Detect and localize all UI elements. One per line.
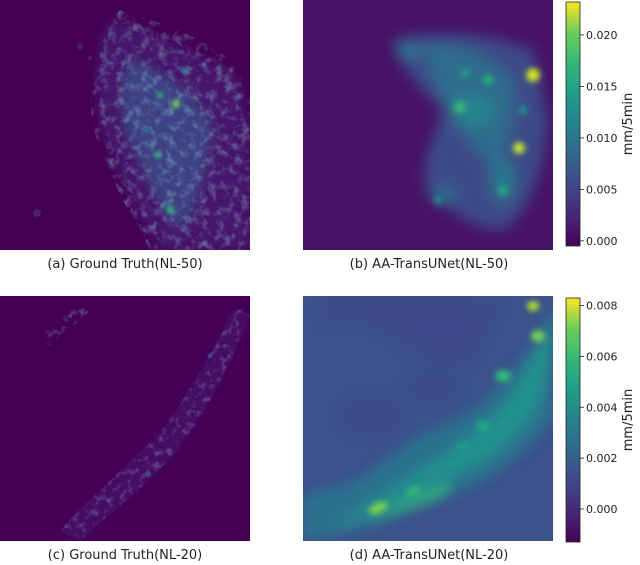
- colorbar-b-label: mm/5min: [621, 93, 636, 156]
- colorbar-b: 0.000 0.005 0.010 0.015 0.020 mm/5min: [565, 1, 636, 248]
- colorbar-b-gradient: [565, 1, 581, 247]
- colorbar-b-tick-label: 0.005: [586, 183, 618, 196]
- colorbar-d-tick-label: 0.004: [586, 401, 618, 414]
- panel-d-aa-transunet-nl20: [303, 296, 553, 541]
- heatmap-d: [303, 296, 553, 541]
- colorbar-d-tick-label: 0.006: [586, 350, 618, 363]
- colorbar-b-tick-label: 0.010: [586, 132, 618, 145]
- panel-b-aa-transunet-nl50: [303, 0, 553, 250]
- heatmap-b: [303, 0, 553, 250]
- caption-d: (d) AA-TransUNet(NL-20): [349, 548, 509, 563]
- colorbar-d-gradient: [565, 297, 581, 543]
- panel-a-ground-truth-nl50: [0, 0, 250, 250]
- caption-b: (b) AA-TransUNet(NL-50): [349, 257, 509, 272]
- panel-c-ground-truth-nl20: [0, 296, 250, 541]
- colorbar-d-label: mm/5min: [621, 389, 636, 452]
- colorbar-d: 0.000 0.002 0.004 0.006 0.008 mm/5min: [565, 297, 636, 543]
- caption-c: (c) Ground Truth(NL-20): [47, 548, 203, 563]
- colorbar-d-tick-label: 0.008: [586, 300, 618, 313]
- colorbar-b-tick-label: 0.000: [586, 235, 618, 248]
- colorbar-b-tick-label: 0.015: [586, 80, 618, 93]
- colorbar-d-tick-label: 0.000: [586, 503, 618, 516]
- heatmap-a: [0, 0, 250, 250]
- colorbar-d-tick-label: 0.002: [586, 452, 618, 465]
- heatmap-c: [0, 296, 250, 541]
- caption-a: (a) Ground Truth(NL-50): [47, 257, 203, 272]
- colorbar-b-tick-label: 0.020: [586, 29, 618, 42]
